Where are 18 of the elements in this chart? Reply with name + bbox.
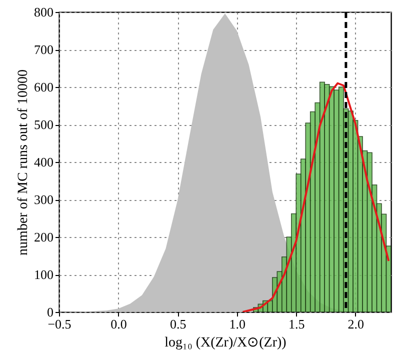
y-tick-label: 200 bbox=[34, 230, 54, 244]
y-tick-label: 300 bbox=[34, 192, 54, 207]
x-tick-label: 2.0 bbox=[348, 316, 364, 332]
line-series bbox=[242, 82, 390, 312]
y-axis-title: number of MC runs out of 10000 bbox=[16, 70, 31, 256]
y-tick-label: 0 bbox=[47, 304, 54, 320]
x-tick-label: −0.5 bbox=[48, 316, 72, 332]
x-tick-label: 1.5 bbox=[288, 316, 305, 332]
x-tick-label: 0.5 bbox=[170, 316, 186, 332]
y-tick-label: 400 bbox=[34, 154, 54, 170]
y-tick-label: 600 bbox=[34, 80, 54, 94]
x-tick-label: 1.0 bbox=[229, 316, 246, 332]
y-tick-label: 100 bbox=[34, 267, 54, 282]
y-tick-label: 800 bbox=[34, 4, 54, 20]
y-tick-label: 500 bbox=[34, 117, 54, 132]
y-tick-label: 700 bbox=[34, 42, 54, 57]
x-tick-label: 0.0 bbox=[110, 316, 127, 332]
x-axis-title: log₁₀ (X(Zr)/X⊙(Zr)) bbox=[164, 336, 287, 350]
